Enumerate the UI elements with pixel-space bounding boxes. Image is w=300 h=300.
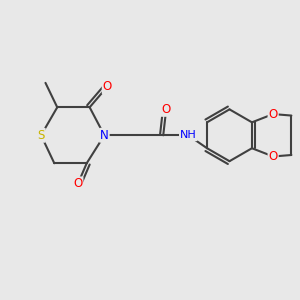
Text: S: S (38, 129, 45, 142)
Text: O: O (268, 150, 278, 163)
Text: N: N (100, 129, 109, 142)
Text: O: O (268, 108, 278, 121)
Text: O: O (73, 177, 83, 190)
Text: NH: NH (180, 130, 197, 140)
Text: O: O (103, 80, 112, 93)
Text: O: O (162, 103, 171, 116)
